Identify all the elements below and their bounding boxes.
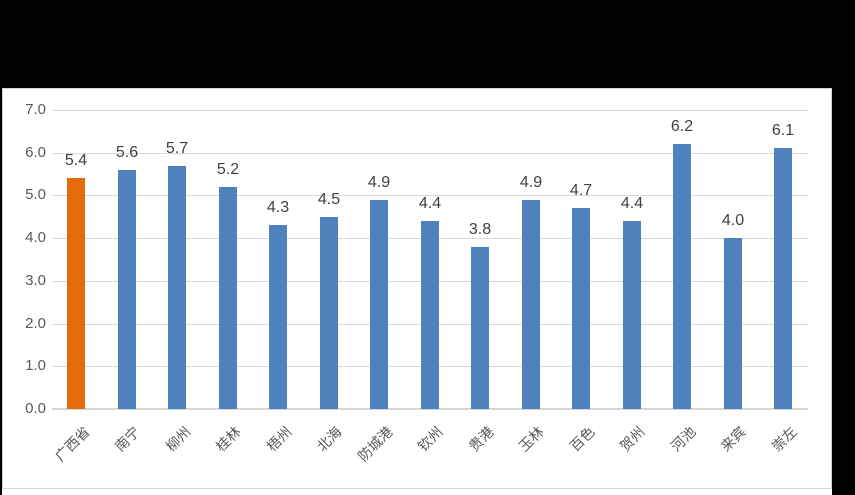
y-axis-tick-label: 4.0 <box>25 229 46 246</box>
x-axis-category-label: 广西省 <box>51 423 93 465</box>
y-gridline <box>52 153 808 154</box>
chart-bar <box>219 187 237 409</box>
x-axis-category-label: 河池 <box>667 423 699 455</box>
chart-bar <box>774 148 792 409</box>
bar-value-label: 4.5 <box>317 191 341 208</box>
y-axis-tick-label: 5.0 <box>25 186 46 203</box>
bar-value-label: 6.1 <box>771 122 795 139</box>
x-axis-category-label: 柳州 <box>162 423 194 455</box>
y-axis-tick-label: 3.0 <box>25 272 46 289</box>
bar-value-label: 4.9 <box>367 174 391 191</box>
y-axis-tick-label: 7.0 <box>25 101 46 118</box>
bar-value-label: 4.7 <box>569 182 593 199</box>
y-gridline <box>52 110 808 111</box>
x-axis-line <box>52 408 808 410</box>
bar-value-label: 3.8 <box>468 221 492 238</box>
x-axis-category-label: 玉林 <box>515 423 547 455</box>
chart-bar <box>522 200 540 409</box>
chart-bar <box>471 247 489 409</box>
chart-bar <box>421 221 439 409</box>
y-axis-tick-label: 1.0 <box>25 357 46 374</box>
bar-value-label: 5.2 <box>216 161 240 178</box>
x-axis-category-label: 贺州 <box>616 423 648 455</box>
x-axis-category-label: 防城港 <box>354 423 396 465</box>
bar-value-label: 4.4 <box>418 195 442 212</box>
bar-value-label: 5.6 <box>115 144 139 161</box>
chart-bar <box>168 166 186 409</box>
x-axis-category-label: 钦州 <box>414 423 446 455</box>
bar-value-label: 5.7 <box>165 140 189 157</box>
chart-bar <box>320 217 338 409</box>
chart-bar <box>269 225 287 409</box>
x-axis-category-label: 梧州 <box>263 423 295 455</box>
y-gridline <box>52 195 808 196</box>
bar-value-label: 4.4 <box>620 195 644 212</box>
y-axis-tick-label: 2.0 <box>25 315 46 332</box>
bar-value-label: 5.4 <box>64 152 88 169</box>
bar-value-label: 4.9 <box>519 174 543 191</box>
y-axis-tick-label: 0.0 <box>25 400 46 417</box>
x-axis-category-label: 来宾 <box>717 423 749 455</box>
x-axis-category-label: 桂林 <box>212 423 244 455</box>
chart-bar <box>623 221 641 409</box>
chart-bar <box>572 208 590 409</box>
chart-bar <box>118 170 136 409</box>
bar-value-label: 6.2 <box>670 118 694 135</box>
chart-bar <box>370 200 388 409</box>
y-axis-tick-label: 6.0 <box>25 144 46 161</box>
x-axis-category-label: 北海 <box>313 423 345 455</box>
x-axis-category-label: 贵港 <box>465 423 497 455</box>
bar-value-label: 4.0 <box>721 212 745 229</box>
bar-value-label: 4.3 <box>266 199 290 216</box>
chart-panel: 0.0 1.0 2.0 3.0 4.0 5.0 6.0 7.0 5.4 广西省 5.6 南宁 5.7 柳州… <box>2 88 832 495</box>
chart-bar <box>673 144 691 409</box>
x-axis-category-label: 百色 <box>566 423 598 455</box>
x-axis-category-label: 南宁 <box>111 423 143 455</box>
chart-bar <box>724 238 742 409</box>
x-axis-category-label: 崇左 <box>768 423 800 455</box>
chart-bar <box>67 178 85 409</box>
